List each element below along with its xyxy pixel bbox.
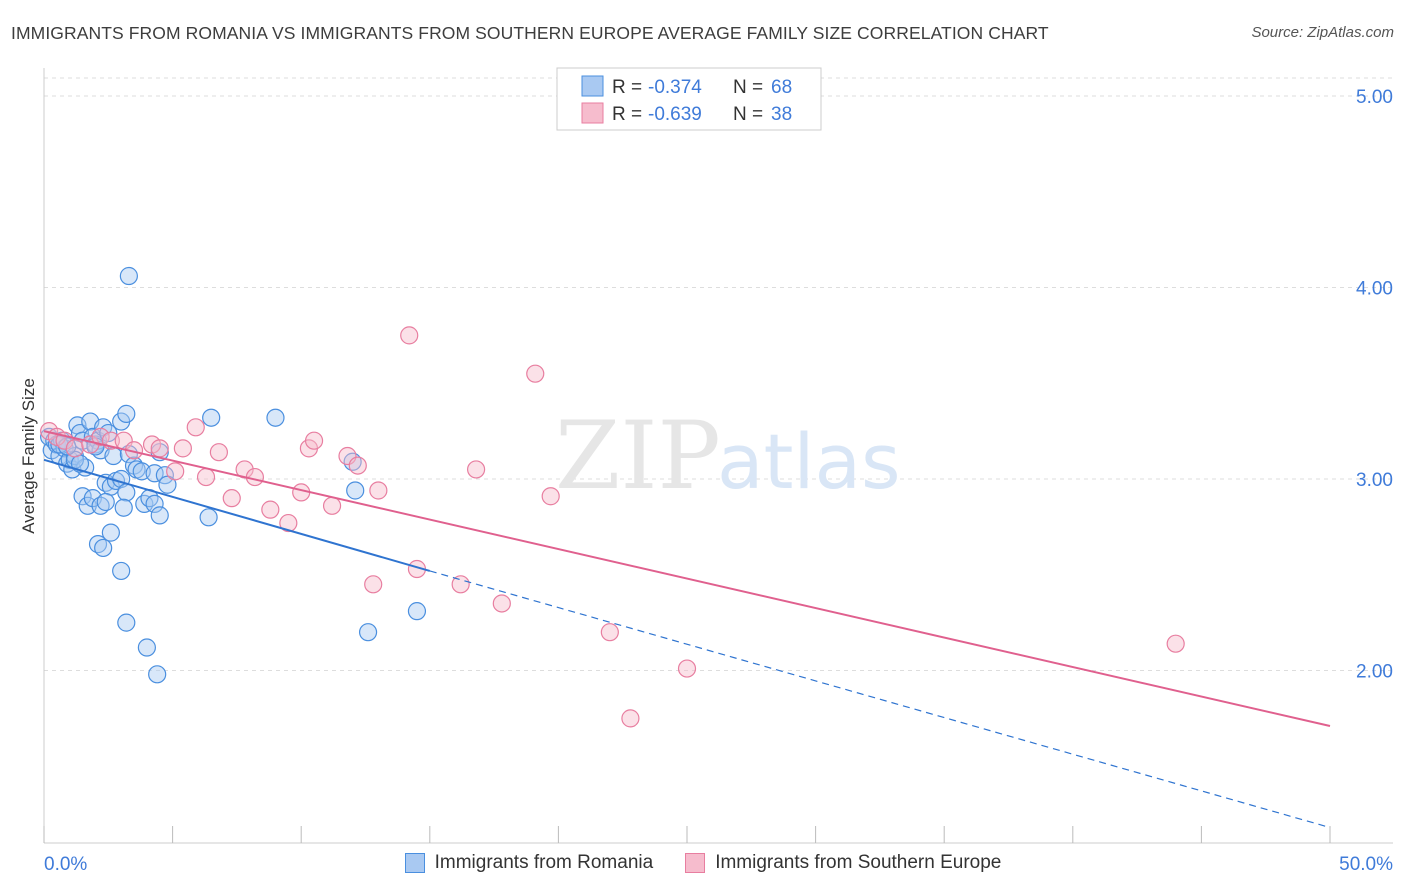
trend-line-romania-extrapolated	[429, 570, 1331, 829]
point-southern-europe	[677, 659, 697, 678]
watermark-atlas: atlas	[717, 417, 901, 506]
point-romania	[104, 446, 123, 466]
series-legend-item-romania: Immigrants from Romania	[404, 852, 654, 874]
point-romania	[96, 492, 115, 512]
data-points	[40, 266, 1185, 728]
y-tick-label: 2.00	[1356, 662, 1393, 683]
point-southern-europe	[400, 326, 419, 345]
point-romania	[150, 506, 169, 525]
point-southern-europe	[541, 487, 560, 506]
point-southern-europe	[600, 623, 619, 642]
point-romania	[346, 481, 365, 500]
point-southern-europe	[1166, 634, 1185, 653]
point-romania	[135, 494, 154, 513]
point-romania	[137, 638, 156, 657]
x-tick-label-min: 0.0%	[44, 854, 87, 875]
point-romania	[101, 523, 120, 542]
point-romania	[266, 408, 285, 427]
legend: R = -0.374 N = 68 R = -0.639 N = 38	[556, 67, 822, 131]
legend-swatch-romania	[581, 75, 604, 97]
source-label: Source: ZipAtlas.com	[1251, 24, 1394, 41]
series-legend: Immigrants from Romania Immigrants from …	[0, 852, 1406, 874]
trend-line-southern-europe	[43, 430, 1331, 728]
point-romania	[202, 408, 221, 427]
point-southern-europe	[492, 594, 511, 613]
gridlines	[44, 77, 1393, 671]
y-tick-label: 3.00	[1356, 470, 1393, 491]
y-axis-title: Average Family Size	[19, 378, 38, 534]
point-southern-europe	[173, 439, 192, 458]
point-romania	[112, 561, 131, 581]
legend-swatch-southern-europe	[581, 102, 604, 124]
chart-title: IMMIGRANTS FROM ROMANIA VS IMMIGRANTS FR…	[11, 23, 1049, 43]
point-romania	[199, 508, 218, 527]
point-southern-europe	[196, 467, 216, 487]
point-southern-europe	[526, 364, 545, 383]
series-swatch-southern-europe	[685, 853, 706, 873]
y-tick-label: 5.00	[1356, 87, 1393, 108]
point-romania	[114, 498, 133, 517]
y-tick-labels: 2.00 3.00 4.00 5.00	[1356, 87, 1393, 683]
legend-n-label-southern-europe: N =	[733, 104, 763, 125]
point-southern-europe	[364, 575, 383, 594]
point-southern-europe	[65, 439, 84, 458]
point-southern-europe	[245, 467, 265, 487]
point-romania	[145, 494, 164, 513]
series-label-romania: Immigrants from Romania	[434, 852, 654, 873]
point-southern-europe	[150, 439, 169, 458]
watermark-zip: ZIP	[555, 402, 721, 511]
legend-r-label-southern-europe: R =	[612, 104, 642, 125]
point-romania	[119, 266, 138, 286]
point-southern-europe	[466, 460, 486, 479]
trend-lines	[43, 430, 1331, 829]
point-southern-europe	[166, 462, 185, 481]
legend-n-value-southern-europe: 38	[771, 104, 792, 125]
series-swatch-romania	[404, 853, 425, 873]
point-southern-europe	[369, 481, 388, 500]
point-romania	[148, 665, 167, 684]
point-southern-europe	[322, 496, 342, 515]
legend-r-value-romania: -0.374	[648, 77, 702, 98]
trend-line-romania	[43, 458, 431, 572]
x-tick-label-max: 50.0%	[1339, 854, 1393, 875]
series-label-southern-europe: Immigrants from Southern Europe	[715, 852, 1002, 873]
legend-n-label-romania: N =	[733, 77, 763, 98]
y-tick-label: 4.00	[1356, 279, 1393, 300]
point-romania	[158, 475, 177, 494]
point-romania	[358, 623, 378, 642]
point-southern-europe	[222, 489, 241, 508]
point-southern-europe	[621, 709, 640, 728]
point-southern-europe	[91, 427, 110, 446]
point-romania	[94, 538, 113, 558]
point-southern-europe	[186, 418, 205, 437]
point-southern-europe	[279, 513, 298, 533]
legend-r-label-romania: R =	[612, 77, 642, 98]
point-romania	[117, 483, 136, 502]
point-romania	[407, 602, 427, 621]
axes	[43, 68, 1393, 844]
legend-r-value-southern-europe: -0.639	[648, 104, 702, 125]
series-legend-item-southern-europe: Immigrants from Southern Europe	[685, 852, 1001, 874]
watermark: ZIP atlas	[555, 402, 901, 511]
legend-n-value-romania: 68	[771, 77, 792, 98]
point-romania	[117, 613, 136, 632]
point-southern-europe	[304, 431, 324, 450]
point-southern-europe	[261, 500, 280, 519]
point-southern-europe	[209, 443, 228, 462]
point-southern-europe	[348, 456, 367, 475]
point-romania	[117, 404, 136, 423]
point-southern-europe	[451, 575, 470, 594]
